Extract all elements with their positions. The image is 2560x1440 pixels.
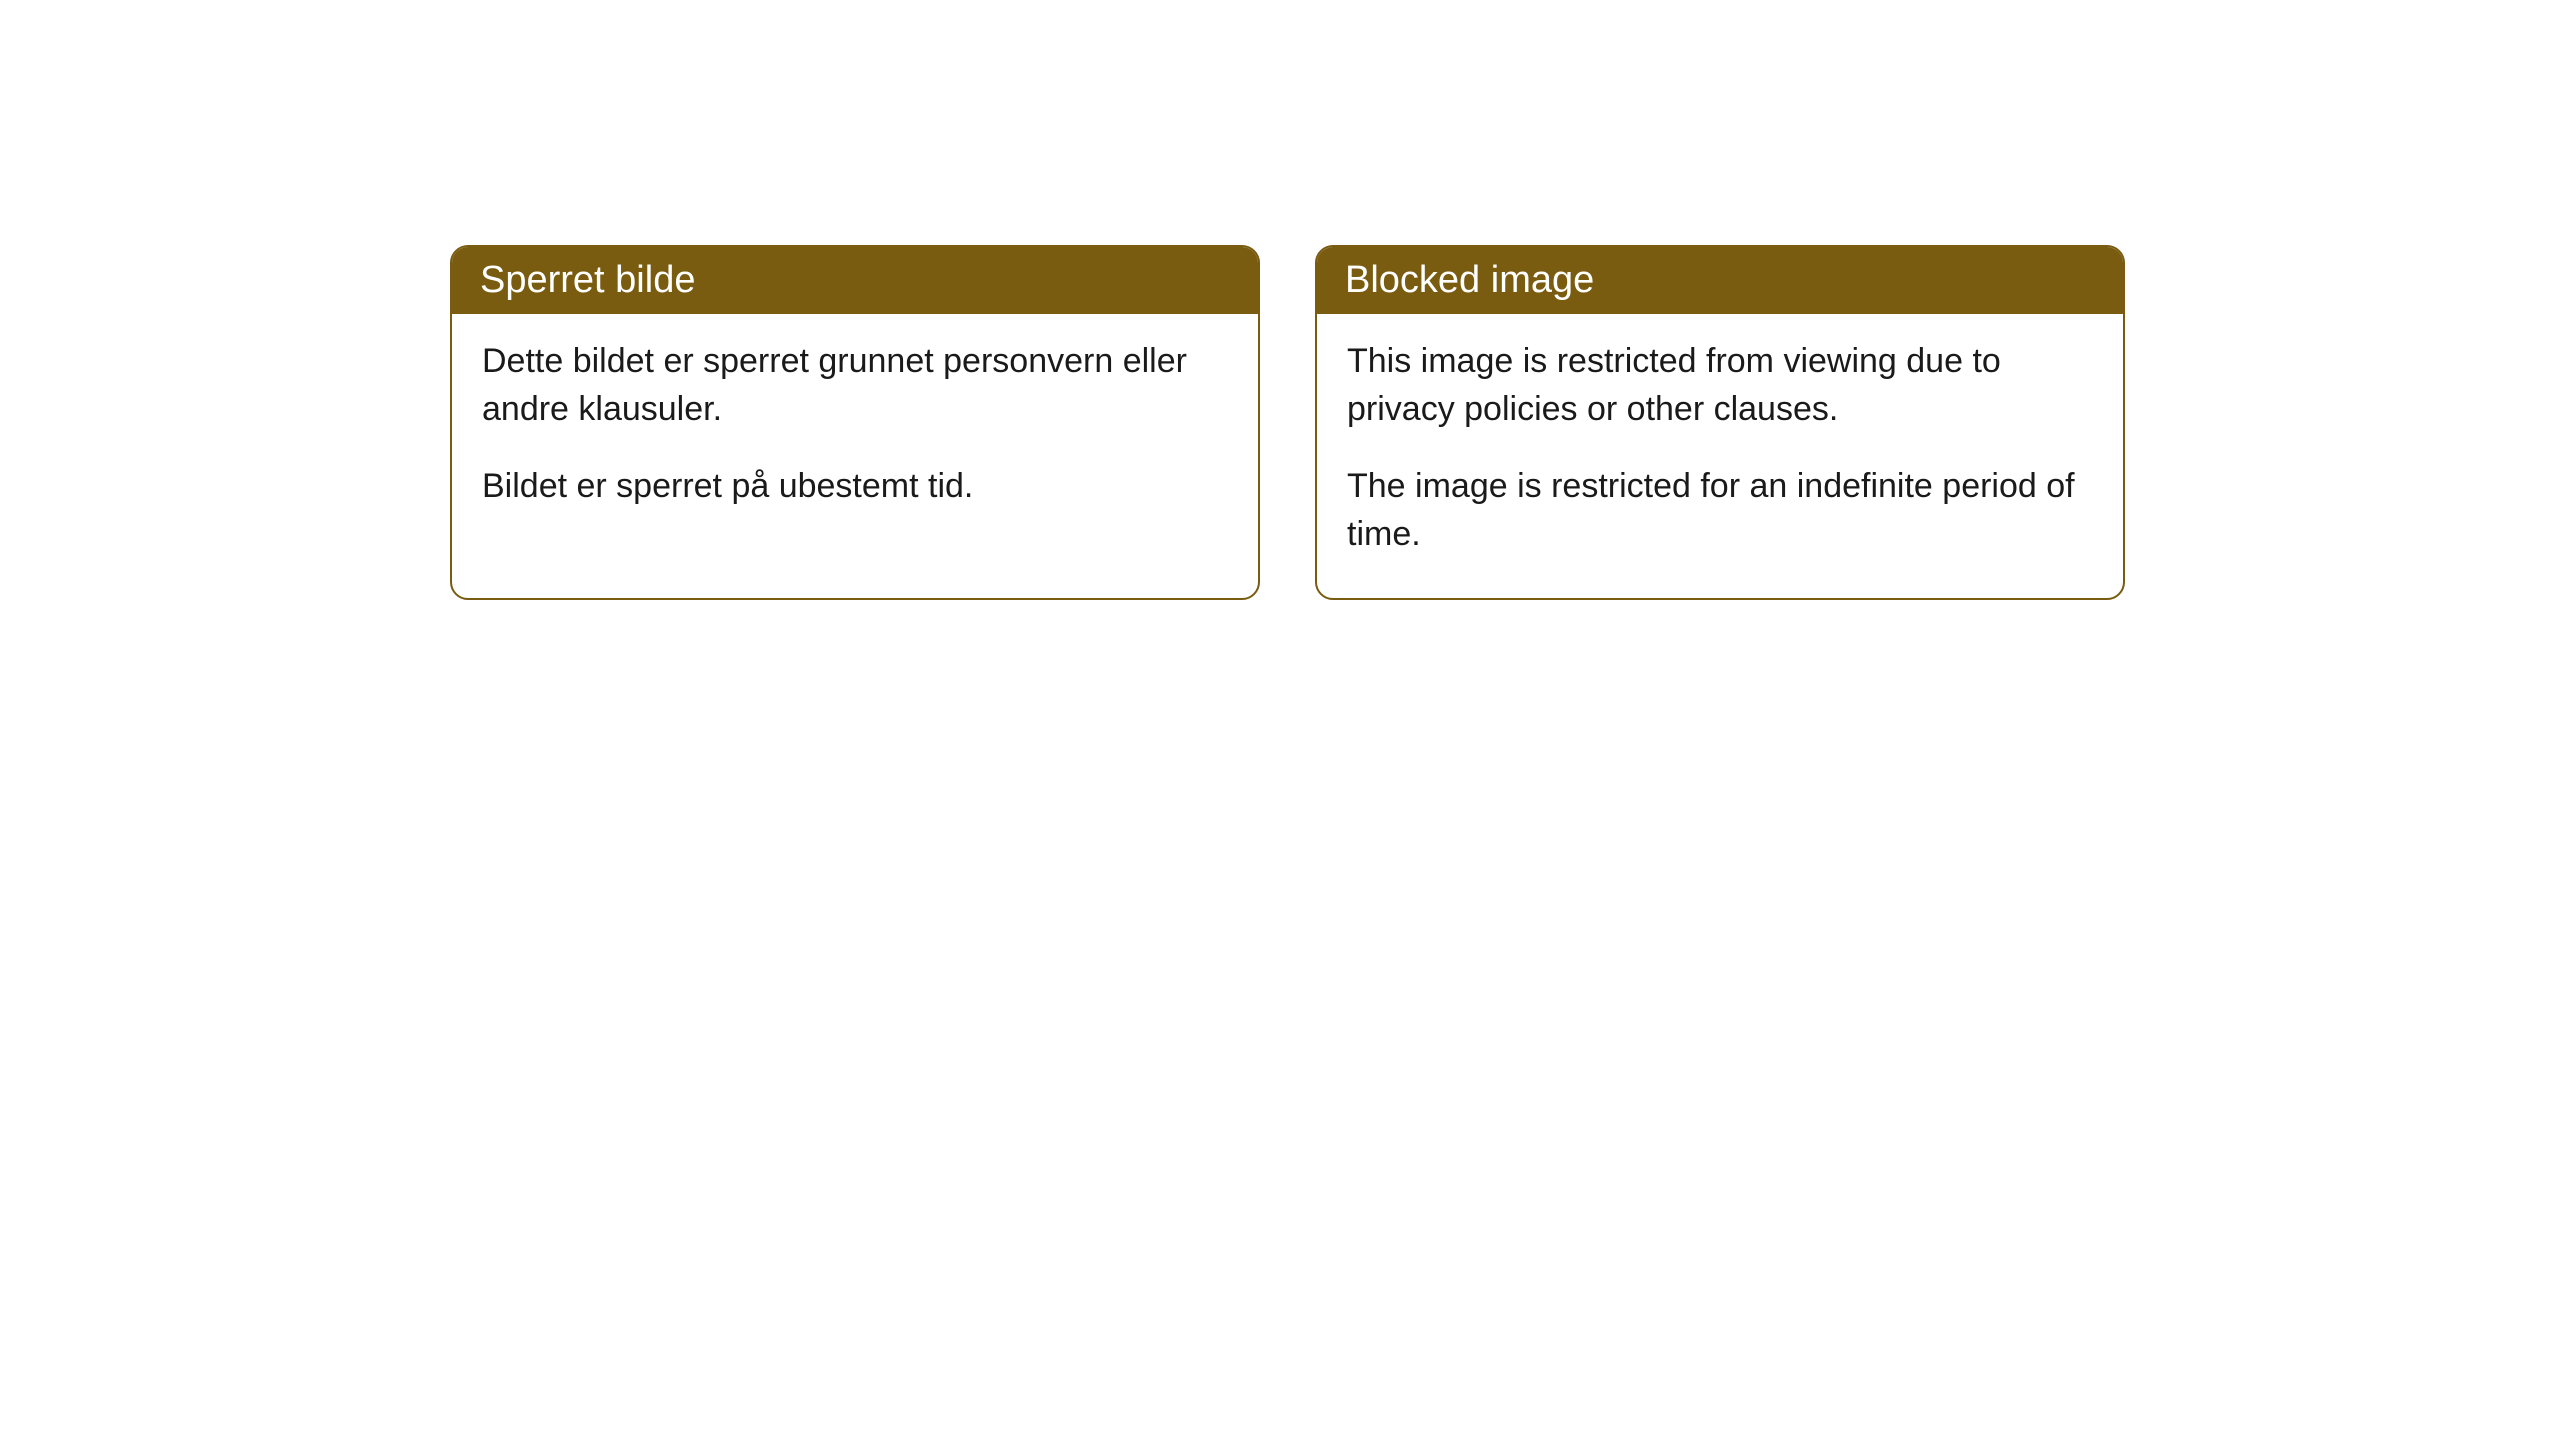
blocked-image-card-no: Sperret bilde Dette bildet er sperret gr…	[450, 245, 1260, 600]
card-para1-en: This image is restricted from viewing du…	[1347, 338, 2093, 433]
card-body-no: Dette bildet er sperret grunnet personve…	[452, 314, 1258, 551]
card-header-en: Blocked image	[1317, 247, 2123, 314]
card-para2-en: The image is restricted for an indefinit…	[1347, 463, 2093, 558]
card-title-no: Sperret bilde	[480, 259, 695, 301]
card-body-en: This image is restricted from viewing du…	[1317, 314, 2123, 598]
blocked-image-card-en: Blocked image This image is restricted f…	[1315, 245, 2125, 600]
cards-container: Sperret bilde Dette bildet er sperret gr…	[0, 0, 2560, 600]
card-para2-no: Bildet er sperret på ubestemt tid.	[482, 463, 1228, 511]
card-para1-no: Dette bildet er sperret grunnet personve…	[482, 338, 1228, 433]
card-header-no: Sperret bilde	[452, 247, 1258, 314]
card-title-en: Blocked image	[1345, 259, 1594, 301]
